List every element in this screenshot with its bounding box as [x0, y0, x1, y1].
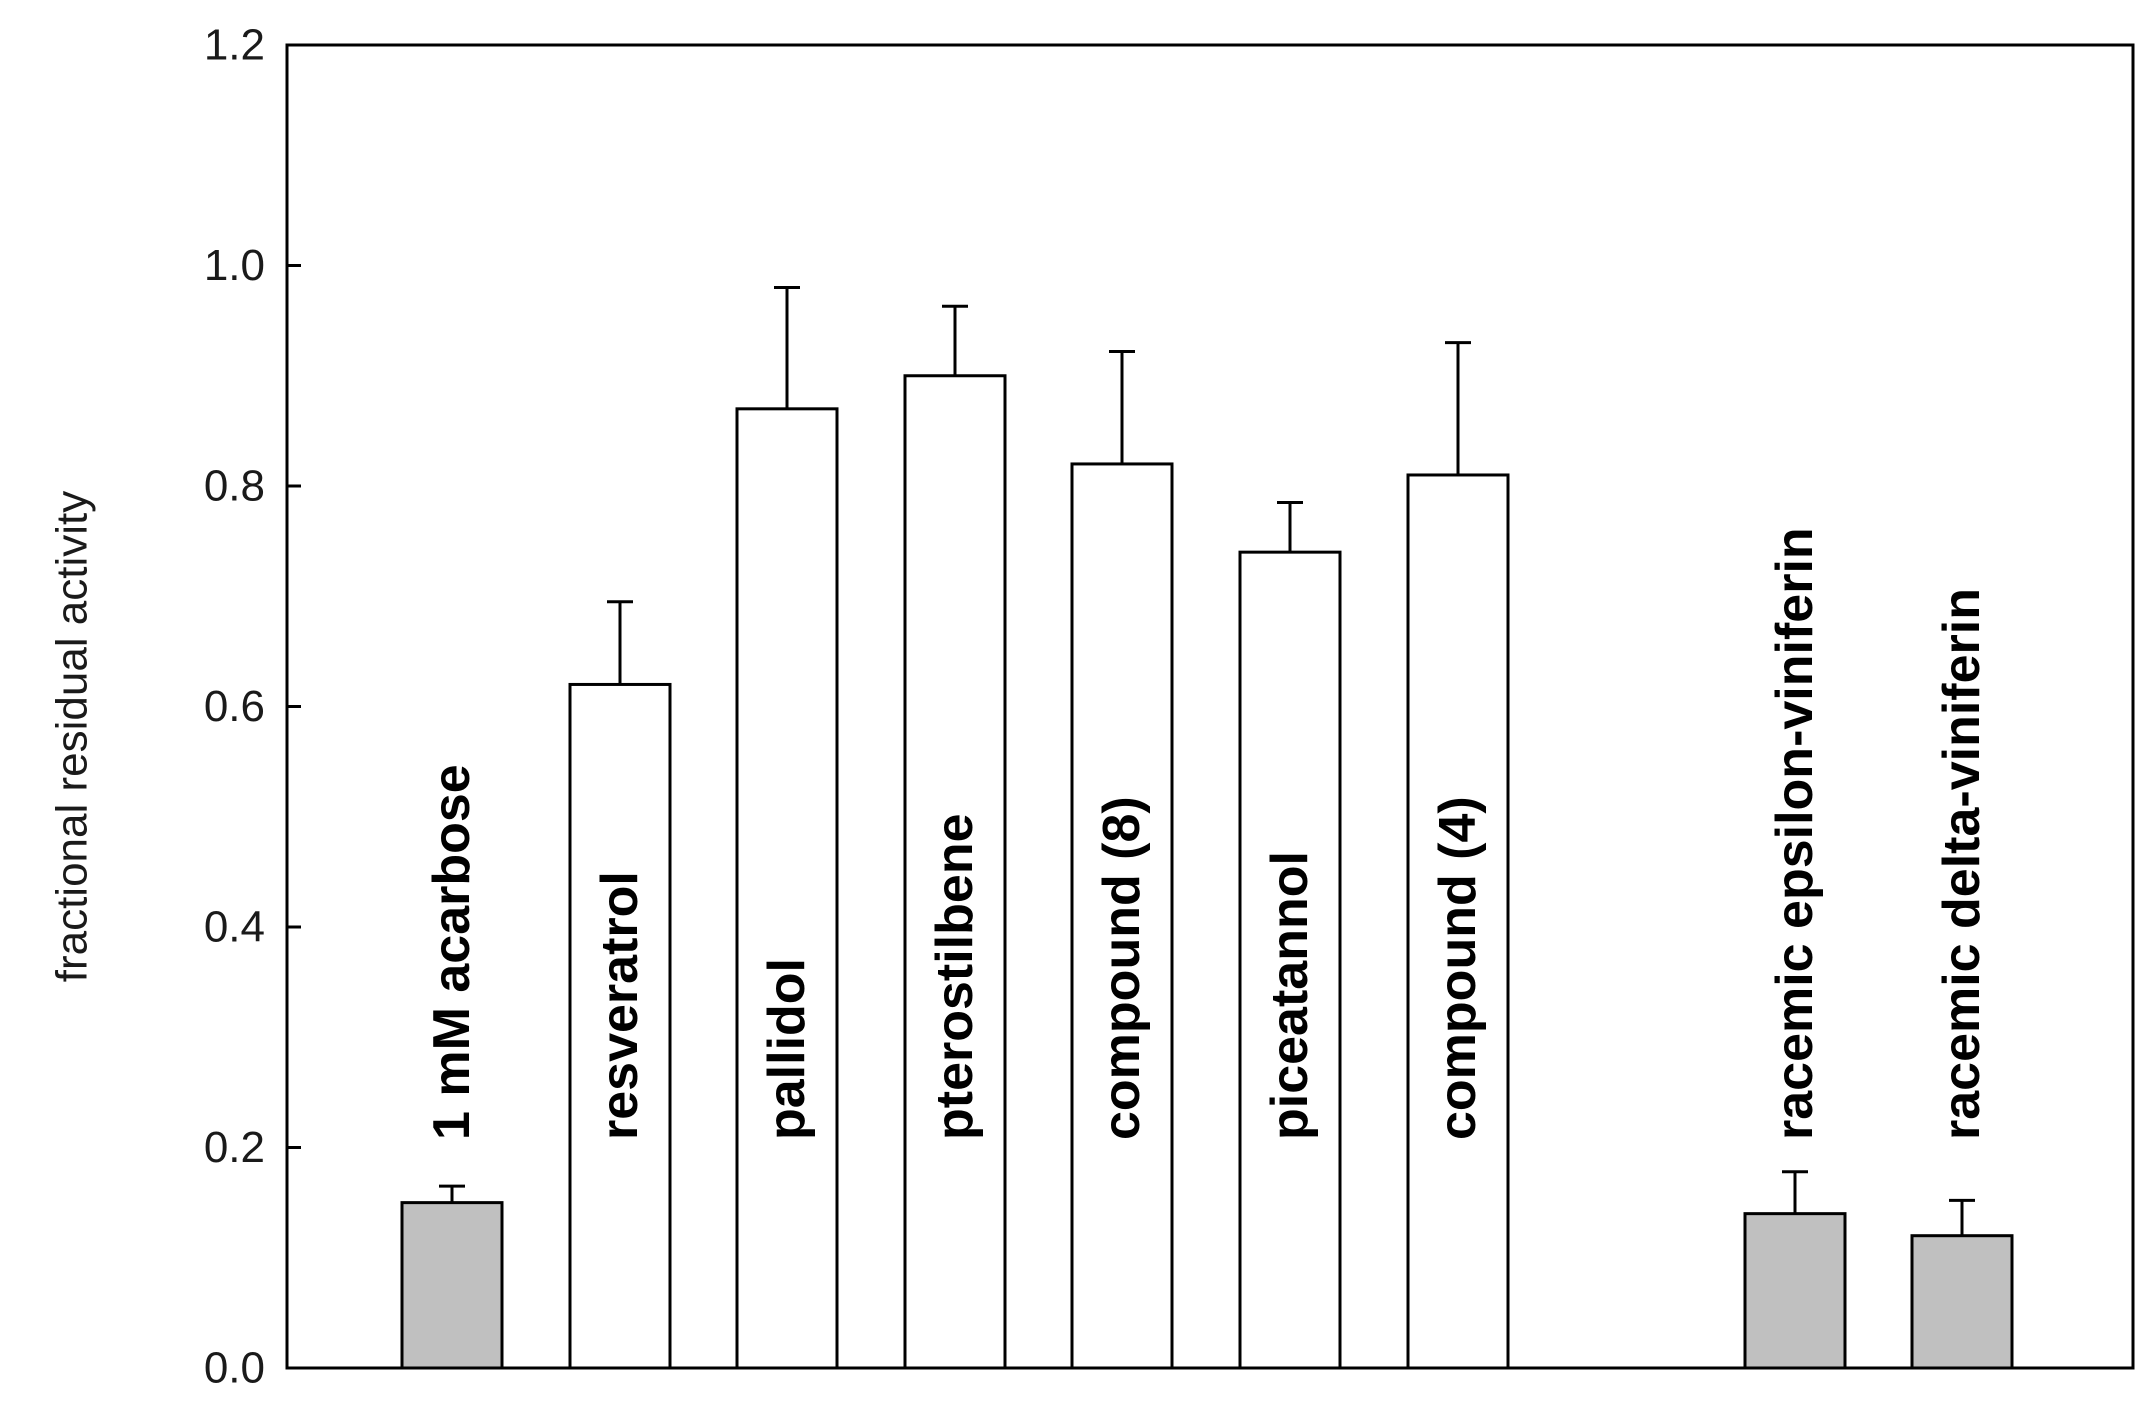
y-tick-label: 0.6: [204, 682, 265, 731]
y-axis-title: fractional residual activity: [48, 491, 97, 983]
bar-label: pterostilbene: [926, 814, 984, 1141]
bars-layer: [400, 374, 2014, 1370]
bar: [1910, 1234, 2014, 1370]
bar-label: pallidol: [758, 958, 816, 1140]
bar-labels-layer: 1 mM acarbose resveratrol pallidol pterosti…: [423, 527, 1991, 1140]
bar: [568, 682, 672, 1370]
bar-label: compound (8): [1093, 796, 1151, 1140]
error-bars-layer: [439, 286, 1975, 1236]
bar-label: racemic epsilon-viniferin: [1766, 527, 1824, 1140]
bar: [735, 407, 839, 1370]
bar-label: racemic delta-viniferin: [1933, 588, 1991, 1140]
y-tick-label: 0.2: [204, 1123, 265, 1172]
bar-label: compound (4): [1429, 796, 1487, 1140]
bar-label: 1 mM acarbose: [423, 764, 481, 1140]
y-ticks-layer: 0.0 0.2 0.4 0.6 0.8 1.0 1.2: [204, 21, 301, 1393]
y-tick-label: 1.0: [204, 241, 265, 290]
y-tick-label: 1.2: [204, 21, 265, 70]
bar-label: piceatannol: [1261, 851, 1319, 1140]
plot-frame: [285, 43, 2135, 1370]
bar-label: resveratrol: [591, 871, 649, 1140]
y-tick-label: 0.8: [204, 462, 265, 511]
bar: [903, 374, 1007, 1370]
bar: [1238, 550, 1342, 1370]
y-tick-label: 0.0: [204, 1344, 265, 1393]
bar: [1743, 1212, 1847, 1370]
y-tick-label: 0.4: [204, 903, 265, 952]
bar: [400, 1201, 504, 1370]
